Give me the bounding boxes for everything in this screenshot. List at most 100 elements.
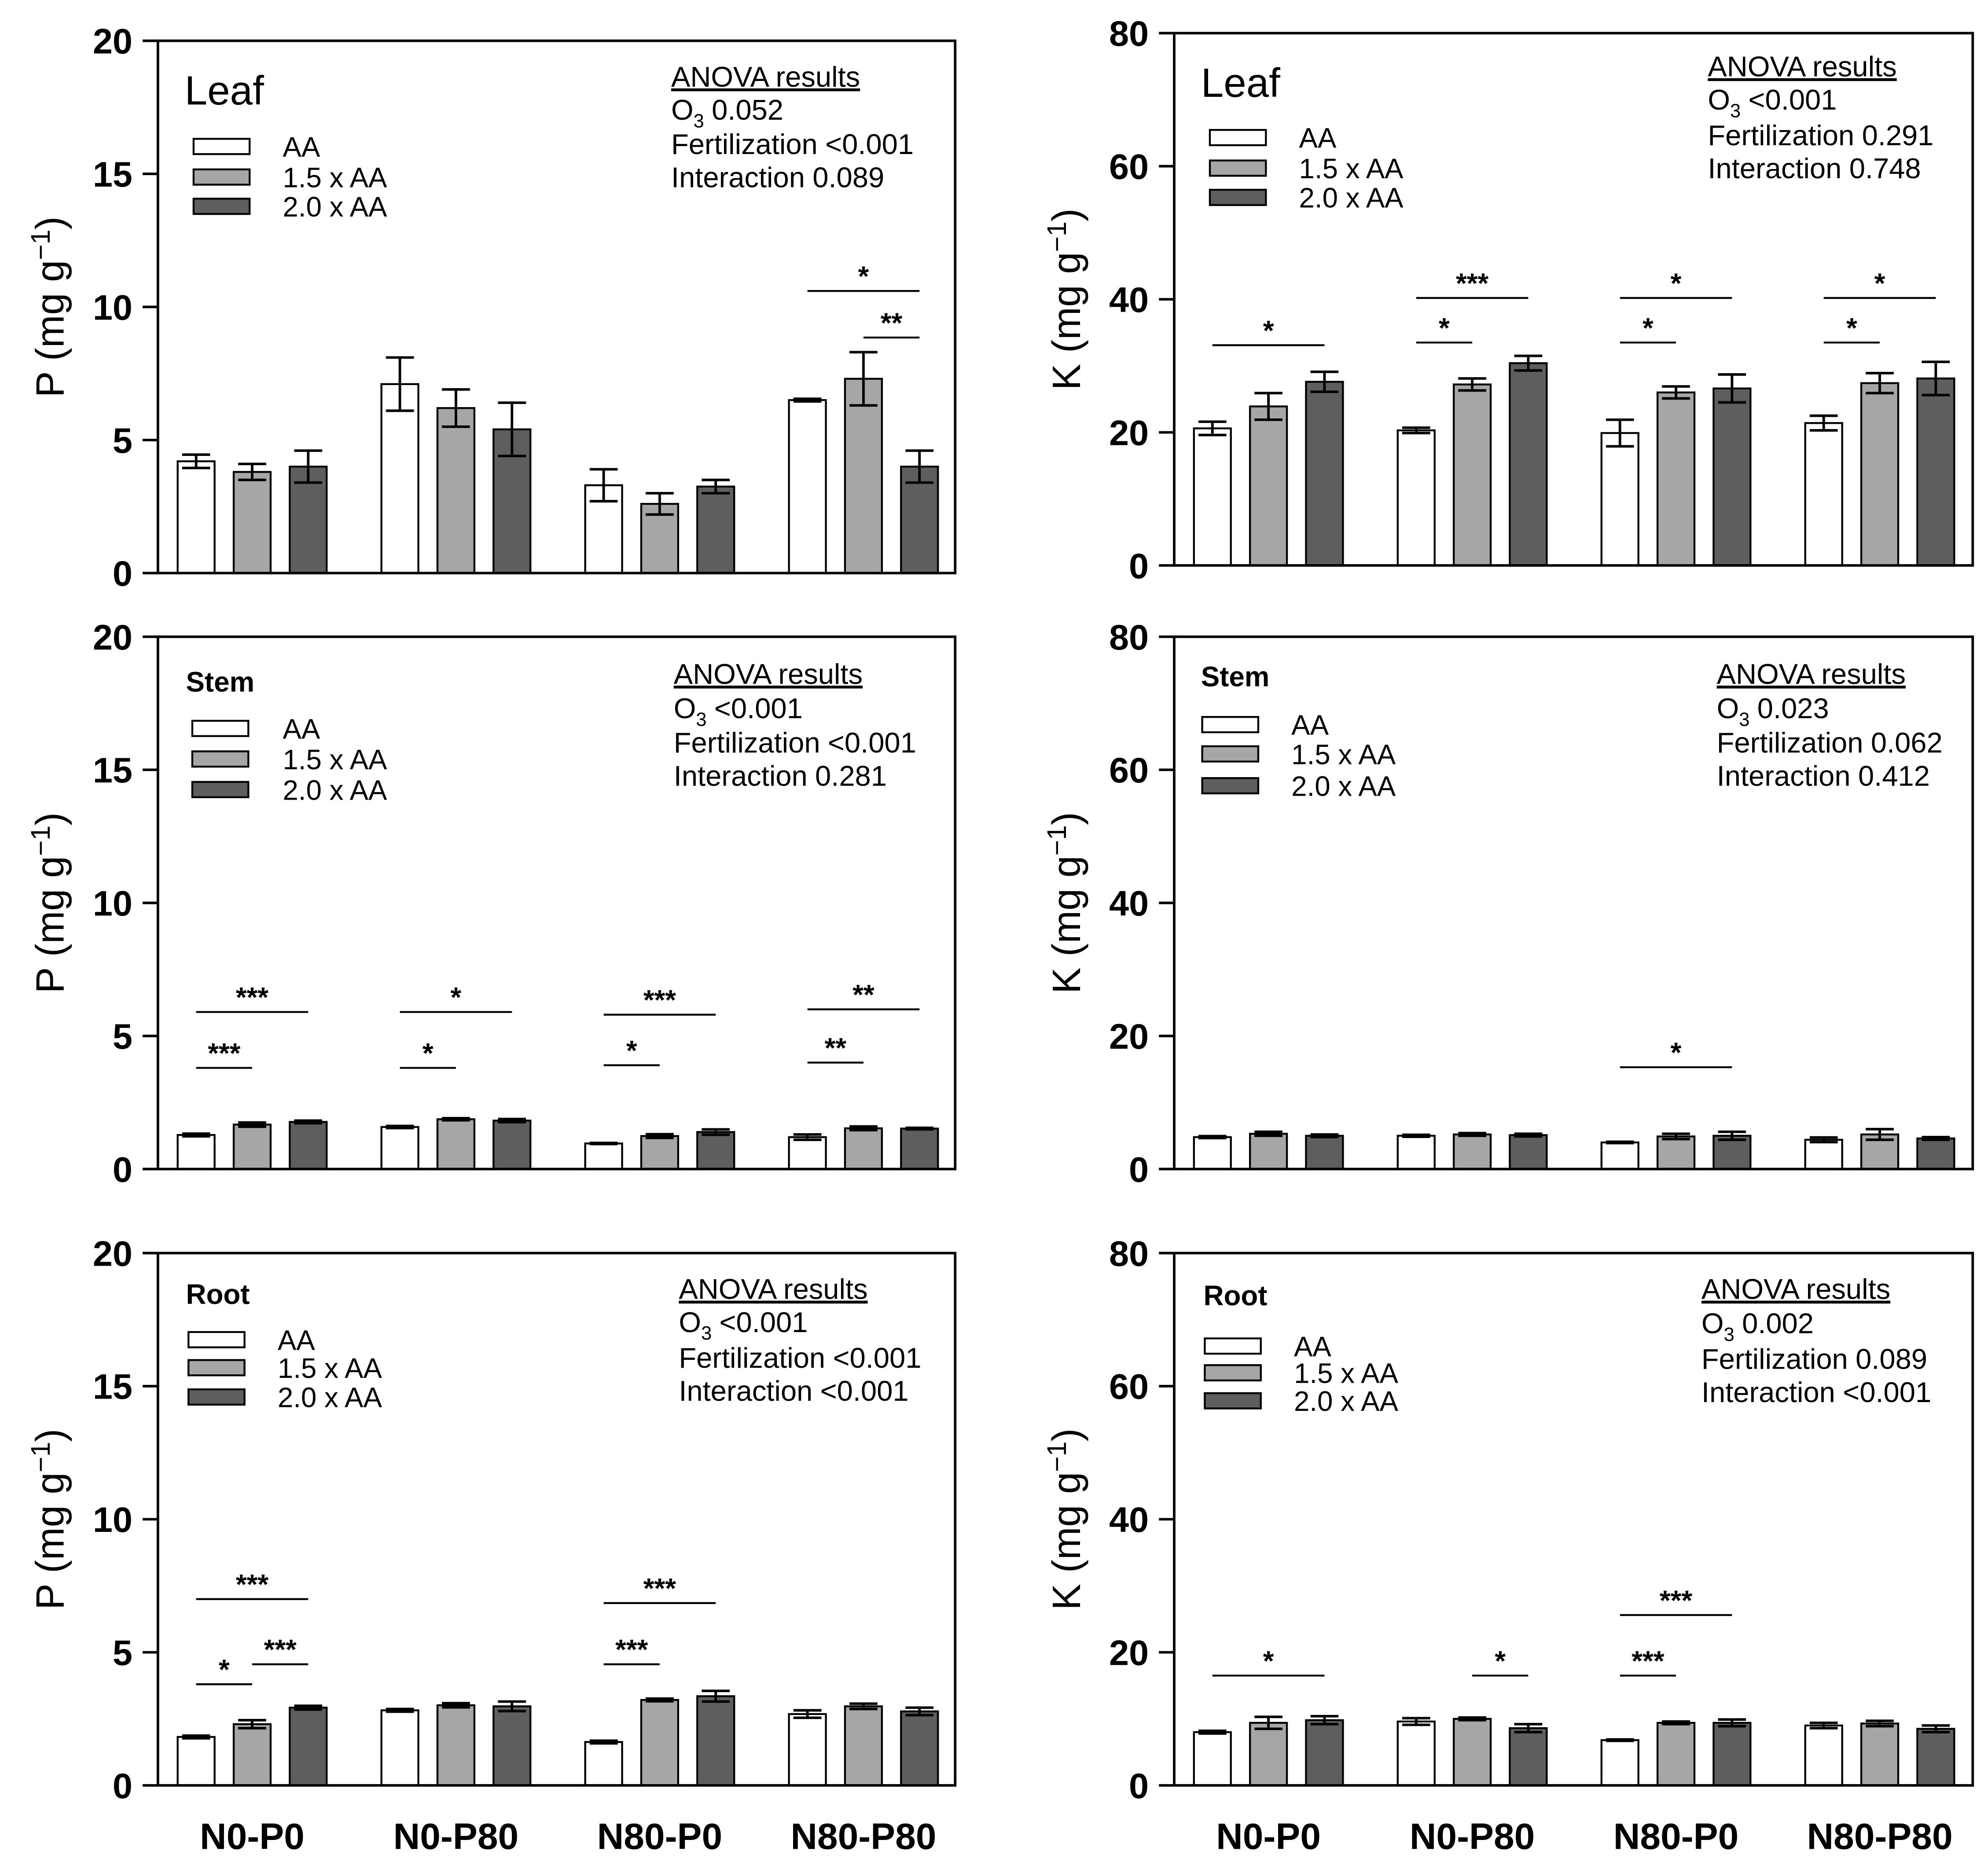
bar-2-0-x-aa-n0-p80 bbox=[492, 428, 532, 574]
y-tick-label: 40 bbox=[1109, 280, 1149, 320]
x-category-label-n0-p80: N0-P80 bbox=[1410, 1816, 1535, 1857]
error-bar-1-5-x-aa-n0-p0 bbox=[238, 463, 266, 481]
significance-label: * bbox=[1643, 312, 1654, 344]
y-tick-label: 40 bbox=[1109, 884, 1149, 924]
significance-label: * bbox=[626, 1035, 637, 1066]
anova-fertilization-line: Fertilization 0.291 bbox=[1708, 119, 1933, 151]
legend-label-2-0-x-aa: 2.0 x AA bbox=[283, 775, 387, 806]
bar-2-0-x-aa-n80-p80 bbox=[1916, 1137, 1955, 1170]
bar-2-0-x-aa-n0-p0 bbox=[1305, 1135, 1344, 1170]
y-axis-label: K (mg g−1) bbox=[1042, 209, 1089, 390]
anova-fertilization-label: Fertilization bbox=[1708, 119, 1854, 151]
bar-1-5-x-aa-n0-p80 bbox=[1452, 1718, 1492, 1787]
legend-swatch-2-0-x-aa bbox=[192, 198, 251, 215]
error-bar-aa-n0-p0 bbox=[182, 1132, 210, 1138]
error-bars bbox=[182, 351, 934, 516]
x-category-label-n0-p0: N0-P0 bbox=[1216, 1816, 1321, 1857]
anova-interaction-label: Interaction bbox=[1708, 152, 1841, 184]
error-bar-aa-n80-p80 bbox=[1809, 1721, 1838, 1729]
error-bar-aa-n80-p0 bbox=[1606, 1738, 1634, 1742]
error-bar-1-5-x-aa-n80-p0 bbox=[646, 492, 674, 516]
y-tick-label: 20 bbox=[1109, 1017, 1149, 1057]
bar-2-0-x-aa-n80-p80 bbox=[900, 1710, 939, 1787]
significance-label: * bbox=[1263, 1645, 1274, 1677]
significance-annotations: ********* bbox=[1212, 268, 1936, 346]
bar-1-5-x-aa-n0-p80 bbox=[436, 1704, 476, 1787]
anova-interaction-label: Interaction bbox=[1717, 760, 1851, 792]
error-bar-1-5-x-aa-n80-p80 bbox=[849, 351, 878, 407]
significance-label: * bbox=[1495, 1645, 1506, 1677]
legend: AA1.5 x AA2.0 x AA bbox=[1201, 710, 1396, 802]
error-bar-aa-n0-p0 bbox=[1198, 1729, 1227, 1735]
anova-title: ANOVA results bbox=[679, 1273, 867, 1305]
error-bars bbox=[1198, 1715, 1950, 1742]
y-tick-label: 5 bbox=[113, 1634, 132, 1673]
x-category-label-n80-p80: N80-P80 bbox=[1807, 1816, 1952, 1857]
y-tick-label: 10 bbox=[93, 884, 132, 924]
y-tick-label: 15 bbox=[93, 1367, 132, 1407]
error-bar-2-0-x-aa-n80-p80 bbox=[1922, 1135, 1950, 1141]
y-axis-label-end: ) bbox=[29, 1428, 73, 1442]
tissue-label: Stem bbox=[186, 666, 254, 698]
anova-fertilization-value: <0.001 bbox=[825, 128, 914, 160]
bar-1-5-x-aa-n80-p0 bbox=[1656, 1135, 1696, 1170]
anova-fertilization-label: Fertilization bbox=[679, 1342, 825, 1374]
anova-title: ANOVA results bbox=[671, 61, 860, 93]
y-axis: 0 5 10 15 20 bbox=[93, 618, 158, 1190]
error-bar-2-0-x-aa-n80-p80 bbox=[905, 449, 934, 484]
bar-aa-n80-p0 bbox=[584, 1741, 623, 1787]
y-tick-label: 60 bbox=[1109, 1367, 1149, 1407]
anova-fertilization-value: 0.062 bbox=[1871, 727, 1943, 759]
error-bar-aa-n0-p80 bbox=[386, 356, 414, 412]
anova-title: ANOVA results bbox=[1717, 658, 1906, 690]
y-tick-label: 60 bbox=[1109, 147, 1149, 187]
y-tick-label: 80 bbox=[1109, 1234, 1149, 1274]
legend-swatch-1-5-x-aa bbox=[1209, 159, 1267, 177]
anova-interaction-value: <0.001 bbox=[820, 1375, 909, 1407]
bar-1-5-x-aa-n0-p0 bbox=[232, 1124, 272, 1170]
y-tick-label: 0 bbox=[1129, 1150, 1149, 1190]
error-bar-1-5-x-aa-n80-p0 bbox=[1662, 385, 1690, 400]
significance-label: * bbox=[423, 1038, 434, 1069]
bar-2-0-x-aa-n0-p80 bbox=[492, 1120, 532, 1170]
y-tick-label: 0 bbox=[1129, 547, 1149, 586]
error-bar-1-5-x-aa-n0-p80 bbox=[442, 1117, 470, 1122]
significance-label: * bbox=[451, 982, 462, 1013]
error-bar-2-0-x-aa-n0-p80 bbox=[498, 1117, 526, 1124]
error-bar-2-0-x-aa-n80-p80 bbox=[905, 1126, 934, 1131]
error-bar-aa-n0-p0 bbox=[1198, 420, 1227, 437]
legend-swatch-1-5-x-aa bbox=[187, 1359, 246, 1377]
bar-1-5-x-aa-n0-p0 bbox=[1249, 405, 1288, 567]
error-bar-1-5-x-aa-n80-p0 bbox=[646, 1133, 674, 1139]
legend-label-aa: AA bbox=[1299, 123, 1337, 154]
legend: AA1.5 x AA2.0 x AA bbox=[187, 1325, 382, 1414]
significance-label: *** bbox=[643, 984, 676, 1016]
y-tick-label: 0 bbox=[113, 1766, 132, 1806]
y-axis-label-superscript: −1 bbox=[1042, 1442, 1072, 1472]
bar-1-5-x-aa-n80-p0 bbox=[1656, 1722, 1696, 1787]
y-axis-label-main: K (mg g bbox=[1045, 1472, 1089, 1610]
bars bbox=[176, 1695, 939, 1787]
legend-label-1-5-x-aa: 1.5 x AA bbox=[1294, 1358, 1399, 1389]
anova-fertilization-label: Fertilization bbox=[1701, 1343, 1848, 1375]
significance-label: *** bbox=[208, 1038, 241, 1069]
bar-2-0-x-aa-n0-p80 bbox=[1509, 1134, 1548, 1170]
anova-o3-value: <0.001 bbox=[714, 692, 803, 724]
bar-aa-n0-p0 bbox=[176, 460, 216, 574]
legend-swatch-aa bbox=[191, 720, 250, 737]
error-bar-2-0-x-aa-n0-p80 bbox=[1514, 1722, 1543, 1733]
anova-fertilization-line: Fertilization <0.001 bbox=[674, 727, 916, 759]
legend-swatch-2-0-x-aa bbox=[187, 1388, 246, 1406]
anova-fertilization-line: Fertilization <0.001 bbox=[671, 128, 914, 160]
anova-o3-value: <0.001 bbox=[1749, 84, 1837, 116]
legend-label-2-0-x-aa: 2.0 x AA bbox=[1299, 183, 1404, 214]
tissue-label: Stem bbox=[1201, 661, 1270, 693]
y-axis-label: P (mg g−1) bbox=[26, 812, 73, 994]
error-bar-aa-n80-p80 bbox=[1809, 414, 1838, 432]
error-bar-2-0-x-aa-n0-p0 bbox=[294, 1119, 323, 1125]
bar-1-5-x-aa-n80-p80 bbox=[1860, 382, 1900, 567]
error-bar-1-5-x-aa-n0-p80 bbox=[442, 1702, 470, 1709]
legend-swatch-aa bbox=[187, 1331, 246, 1348]
